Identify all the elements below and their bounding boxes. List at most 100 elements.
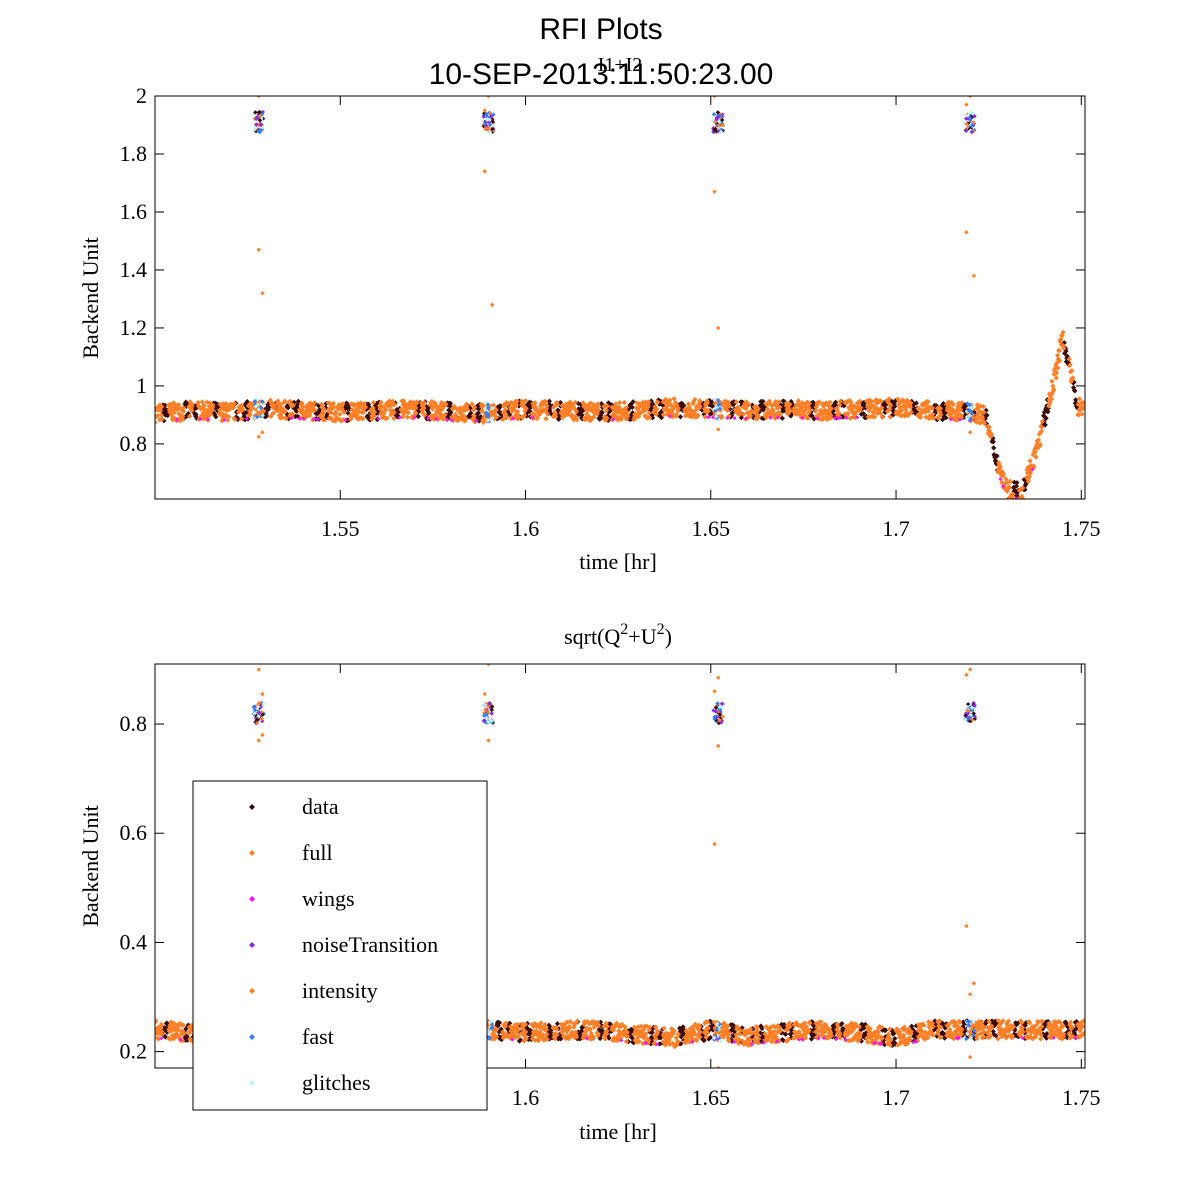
full-point (461, 408, 467, 414)
full-point (950, 1033, 956, 1039)
full-point (906, 1026, 912, 1032)
full-point (435, 405, 441, 412)
full-point (371, 412, 377, 419)
data-point (1065, 357, 1071, 363)
full-point (538, 1020, 544, 1026)
full-point (857, 1031, 864, 1037)
glitch-point (712, 397, 717, 403)
full-point (400, 402, 406, 408)
full-point (615, 1037, 621, 1043)
data-point (183, 399, 189, 405)
full-point (187, 413, 193, 419)
full-point (176, 411, 182, 417)
full-point (513, 403, 520, 409)
wings-point (376, 416, 381, 421)
data-point (961, 408, 968, 414)
data-point (578, 401, 584, 408)
data-point (294, 408, 300, 414)
data-point (862, 399, 868, 406)
full-point (458, 411, 465, 417)
full-point (665, 402, 671, 409)
full-point (247, 412, 253, 418)
full-point (566, 409, 572, 415)
full-point (489, 1023, 495, 1029)
full-point (391, 415, 397, 422)
wings-point (511, 416, 516, 421)
data-point (343, 400, 350, 406)
full-point (980, 404, 987, 410)
data-point (425, 405, 431, 412)
data-point (376, 408, 382, 414)
full-point (736, 1037, 742, 1043)
glitch-point (714, 1027, 719, 1032)
wings-point (297, 416, 302, 421)
data-point (1014, 490, 1020, 496)
glitch-point (965, 1031, 970, 1036)
full-point (442, 412, 448, 418)
full-point (173, 402, 179, 408)
full-point (795, 409, 801, 415)
data-point (606, 1035, 612, 1041)
full-point (959, 400, 965, 406)
full-point (930, 411, 936, 417)
full-point (807, 1020, 813, 1026)
cluster-point (259, 127, 265, 132)
full-point (486, 414, 492, 421)
full-point (1027, 1020, 1033, 1026)
full-point (400, 398, 407, 404)
full-point (195, 399, 201, 406)
wings-point (775, 1039, 780, 1044)
full-point (791, 408, 797, 414)
full-point (515, 413, 522, 420)
cluster-point (257, 118, 263, 123)
full-point (828, 1033, 834, 1039)
full-point (624, 409, 630, 415)
full-point (330, 400, 336, 407)
full-point (696, 1024, 703, 1030)
data-point (555, 407, 561, 414)
full-point (797, 403, 804, 409)
full-point (616, 414, 622, 420)
full-point (181, 1031, 187, 1037)
full-point (754, 408, 760, 414)
data-point (285, 405, 291, 411)
full-point (746, 1040, 752, 1047)
full-point (898, 1035, 904, 1041)
full-point (587, 1026, 594, 1032)
full-point (1079, 411, 1085, 417)
cluster-point (720, 117, 725, 123)
full-point (522, 398, 528, 404)
cluster-point (718, 116, 723, 121)
full-point (1032, 445, 1038, 452)
outlier-point (489, 302, 495, 307)
full-point (180, 416, 186, 423)
wings-point (768, 415, 773, 420)
full-point (340, 417, 347, 423)
full-point (1047, 393, 1053, 399)
cluster-point (711, 129, 716, 135)
full-point (988, 431, 995, 438)
full-point (532, 412, 538, 418)
data-point (893, 397, 899, 404)
wings-point (178, 1037, 183, 1042)
full-point (158, 1021, 164, 1027)
data-point (983, 407, 989, 413)
full-point (973, 1025, 979, 1031)
full-point (604, 415, 610, 421)
data-point (605, 413, 611, 419)
full-point (1067, 362, 1073, 368)
y-tick-label: 1.4 (120, 257, 148, 282)
full-point (825, 409, 831, 415)
glitch-point (487, 1020, 493, 1025)
full-point (167, 409, 173, 415)
cluster-point (489, 126, 495, 132)
full-point (604, 403, 610, 409)
cluster-point (715, 115, 720, 120)
data-point (496, 405, 502, 412)
full-point (201, 402, 207, 409)
data-point (649, 1029, 655, 1035)
data-point (1043, 415, 1049, 421)
data-point (345, 405, 351, 412)
full-point (1010, 495, 1016, 499)
